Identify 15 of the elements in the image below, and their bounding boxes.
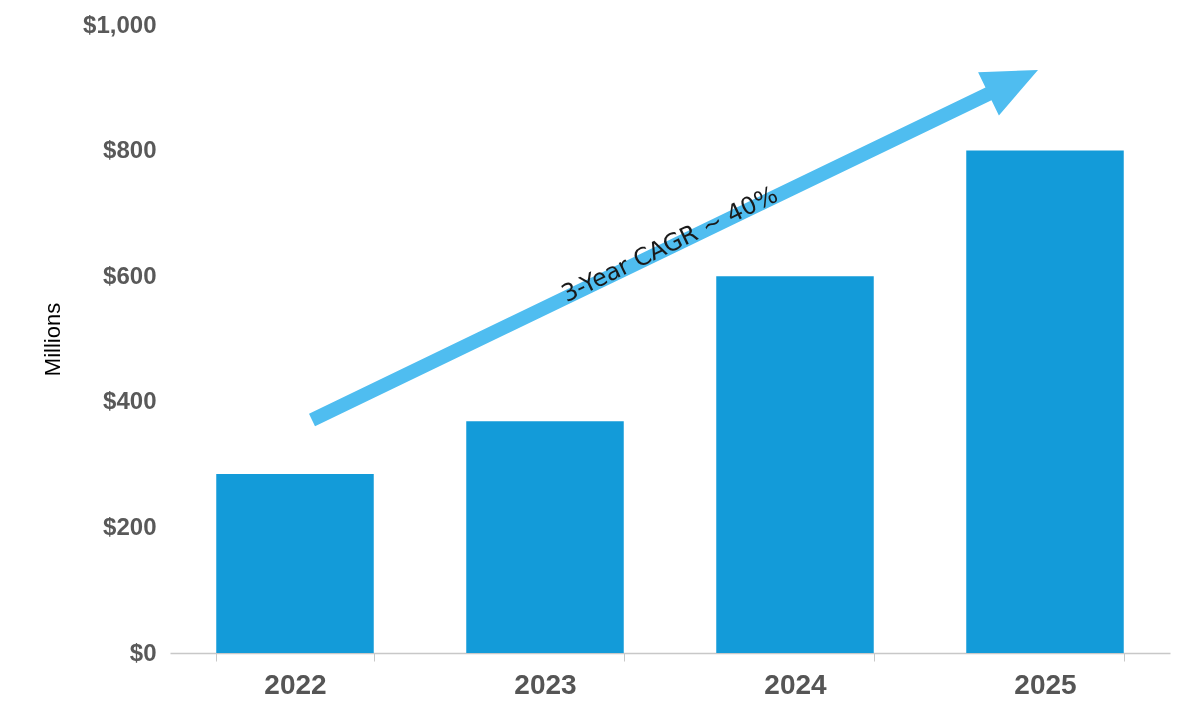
y-tick-label: $400 <box>103 387 157 415</box>
x-tick-label: 2025 <box>1014 668 1077 700</box>
x-tick-label: 2022 <box>264 668 327 700</box>
y-tick-label: $600 <box>103 261 157 289</box>
bar <box>466 421 624 653</box>
bar <box>966 150 1124 653</box>
y-tick-label: $0 <box>129 638 157 666</box>
y-tick-label: $1,000 <box>83 10 157 38</box>
x-tick-label: 2024 <box>764 668 828 700</box>
y-tick-label: $800 <box>103 136 157 164</box>
y-axis-title: Millions <box>40 302 66 377</box>
bar <box>216 474 374 653</box>
y-tick-label: $200 <box>103 512 157 540</box>
x-tick-label: 2023 <box>514 668 577 700</box>
bar <box>716 276 874 653</box>
